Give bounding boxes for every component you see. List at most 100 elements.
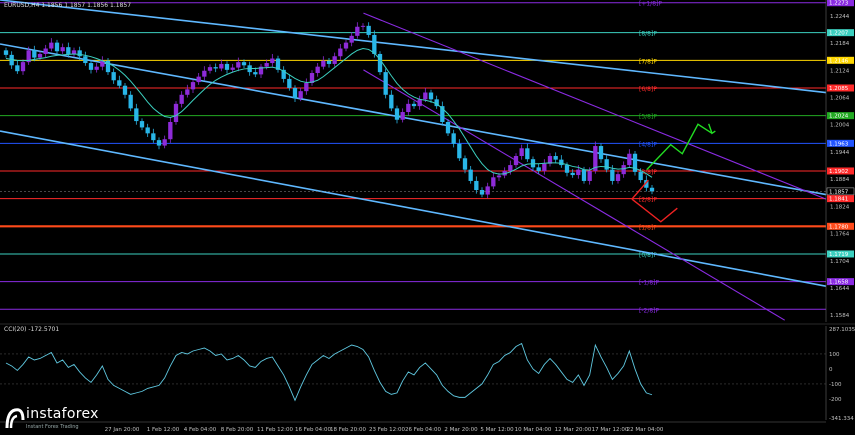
candles [3,22,655,199]
price-tick-label: 1.2184 [830,41,850,47]
murray-label: [5/8]P [639,114,657,121]
murray-label: [8/8]P [639,31,657,38]
murray-label: [3/8]P [639,169,657,176]
candle-body [253,72,258,75]
channel-outer-middle [0,43,827,196]
time-tick-label: 5 Mar 12:00 [480,427,514,433]
candle-body [37,53,43,58]
candle-body [598,146,604,160]
candle-body [26,50,31,63]
price-badge [827,0,854,7]
price-badge [827,250,854,258]
price-badge-label: 1.1857 [829,189,849,195]
candle-body [343,42,349,49]
candle-body [281,69,286,79]
candle-body [207,67,213,71]
murray-label: [2/8]P [639,197,657,204]
candle-body [66,47,71,54]
candle-body [564,165,570,173]
candle-body [349,35,354,43]
price-badge-label: 1.2207 [829,31,849,37]
candle-body [105,60,111,73]
candle-body [519,148,524,157]
candle-body [20,62,26,72]
candle-body [162,139,167,146]
candle-body [71,50,77,54]
time-tick-label: 17 Mar 12:00 [592,427,629,433]
channel-inner-upper [363,12,827,200]
cci-tick-label: -200 [829,397,842,403]
moving-average [0,48,826,192]
candle-body [77,50,82,57]
price-badge-label: 1.1719 [829,252,849,258]
murray-label: [4/8]P [639,141,657,148]
price-badge [827,222,854,230]
price-badge-label: 1.2273 [829,1,849,7]
murray-label: [+1/8]P [639,1,662,8]
cci-min-label: -341.334 [829,416,854,422]
time-tick-label: 12 Mar 20:00 [555,427,592,433]
candle-body [451,133,456,144]
candle-body [43,48,48,54]
candle-body [83,56,88,64]
cci-tick-label: 100 [829,352,840,358]
candle-body [581,169,587,181]
candle-body [491,177,496,187]
candle-body [304,82,309,92]
price-tick-label: 1.2064 [830,96,850,102]
price-badge [827,195,854,203]
cci-label: CCI(20) -172.5701 [4,326,60,333]
candle-body [168,121,173,140]
instaforex-wave-icon [5,408,25,429]
candle-body [60,47,65,52]
candle-body [576,169,581,176]
candle-body [428,92,434,100]
brand-tagline: Instant Forex Trading [26,424,79,430]
candle-body [292,87,298,99]
candle-body [383,72,388,95]
projection-arrow [631,198,678,223]
candle-body [326,60,332,64]
candle-body [649,187,655,192]
candle-body [445,121,451,134]
price-badge-label: 1.1902 [829,169,848,175]
time-tick-label: 27 Jan 20:00 [105,427,140,433]
cci-panel: 287.1035 -341.334 100 0 -100 -200 [0,323,855,422]
candle-body [94,66,99,70]
candle-body [496,175,502,178]
candle-body [604,159,609,170]
candle-body [559,159,564,166]
candle-body [230,67,235,70]
murray-label: [1/8]P [639,224,657,231]
candle-body [587,170,592,181]
price-badge [827,278,854,286]
cci-tick-label: -100 [829,382,842,388]
candle-body [485,186,490,195]
murray-label: [-2/8]P [639,307,660,314]
candle-body [508,165,513,171]
time-tick-label: 10 Mar 04:00 [515,427,552,433]
murray-label: [7/8]P [639,58,657,65]
candle-body [156,140,162,146]
cci-tick-label: 0 [829,367,833,373]
price-badge [827,84,854,92]
price-tick-label: 1.2004 [830,123,850,129]
candle-body [202,70,207,77]
candle-body [185,89,190,95]
candle-body [139,121,145,128]
candle-body [355,26,360,36]
candle-body [462,158,468,170]
price-tick-label: 1.1824 [830,204,850,210]
candle-body [542,163,547,171]
price-tick-label: 1.1884 [830,177,850,183]
candle-body [394,108,400,120]
price-badge [827,29,854,37]
candle-body [128,94,133,109]
candle-body [224,63,230,70]
price-tick-label: 1.1644 [830,286,850,292]
candle-body [547,156,553,164]
time-tick-label: 26 Feb 04:00 [405,427,442,433]
candle-body [54,42,60,52]
candle-body [627,153,632,166]
